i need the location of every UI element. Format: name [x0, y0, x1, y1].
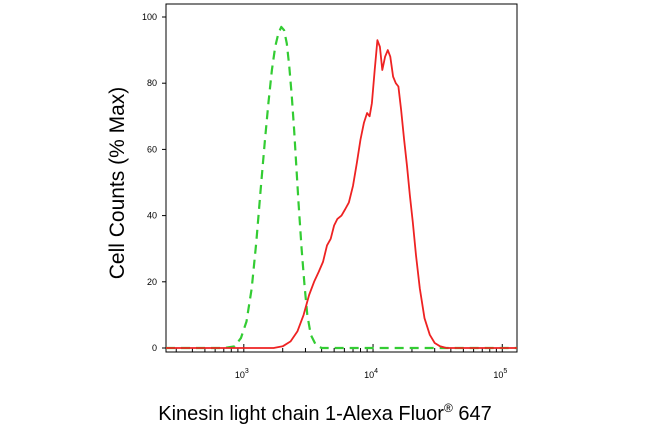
plot-frame: [165, 3, 518, 353]
x-tick-label: 103: [235, 368, 249, 380]
y-tick-label: 60: [147, 144, 157, 154]
y-tick-label: 40: [147, 211, 157, 221]
y-axis-label: Cell Counts (% Max): [106, 87, 129, 280]
histogram-series-1: [166, 25, 517, 350]
x-tick-label: 104: [364, 368, 378, 380]
y-tick-label: 20: [147, 277, 157, 287]
x-axis-label: Kinesin light chain 1-Alexa Fluor® 647: [158, 401, 491, 425]
histogram-series-2: [166, 39, 517, 349]
x-axis-label-sup: ®: [444, 401, 453, 415]
y-tick-label: 100: [142, 12, 157, 22]
y-tick-label: 0: [152, 343, 157, 353]
y-tick-label: 80: [147, 78, 157, 88]
x-tick-label: 105: [493, 368, 507, 380]
